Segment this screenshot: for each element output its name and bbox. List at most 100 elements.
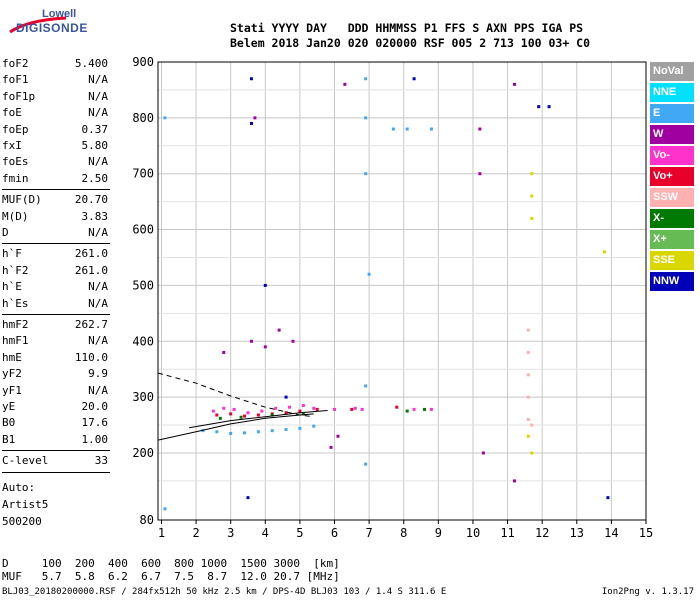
header-table: Stati YYYY DAY DDD HHMMSS P1 FFS S AXN P… <box>230 21 597 51</box>
x-tick-label: 5 <box>296 526 303 540</box>
data-point <box>412 77 416 81</box>
param-row: hmF2 262.7 <box>2 318 108 334</box>
param-value: N/A <box>88 89 108 103</box>
x-tick-label: 1 <box>158 526 165 540</box>
data-point <box>526 417 530 421</box>
data-point <box>537 105 541 109</box>
param-name: foF2 <box>2 57 29 70</box>
muf-row: MUF 5.7 5.8 6.2 6.7 7.5 8.7 12.0 20.7 [M… <box>2 570 340 583</box>
param-value: 261.0 <box>74 247 108 261</box>
data-point <box>478 172 482 176</box>
param-name: fxI <box>2 139 22 152</box>
param-name: hmF2 <box>2 318 29 331</box>
y-tick-label: 500 <box>132 278 154 292</box>
data-point <box>274 406 278 410</box>
param-name: foEs <box>2 155 29 169</box>
data-point <box>353 406 357 410</box>
param-row: h`Es N/A <box>2 297 108 313</box>
param-value: 17.6 <box>81 416 109 430</box>
param-value: 0.37 <box>81 122 109 136</box>
param-separator <box>2 471 110 473</box>
param-name: h`F2 <box>2 263 29 277</box>
param-name: MUF(D) <box>2 193 42 207</box>
param-value: N/A <box>88 106 108 120</box>
data-point <box>253 116 257 120</box>
legend-item-sse: SSE <box>650 251 694 270</box>
data-point <box>232 407 236 411</box>
param-row: B1 1.00 <box>2 433 108 449</box>
data-point <box>284 395 288 399</box>
auto-version: 500200 <box>2 515 42 528</box>
param-name: fmin <box>2 171 29 185</box>
fitted-profile-curve <box>157 372 314 418</box>
param-row: C-level 33 <box>2 454 108 470</box>
param-value: 20.0 <box>81 400 109 413</box>
legend-item-x-: X+ <box>650 230 694 249</box>
data-point <box>336 434 340 438</box>
digisonde-logo: Lowell DIGISONDE <box>4 8 92 38</box>
param-row: foEs N/A <box>2 155 108 171</box>
param-name: yF2 <box>2 367 22 381</box>
param-separator <box>2 450 110 452</box>
param-name: M(D) <box>2 209 29 223</box>
data-point <box>350 407 354 411</box>
data-point <box>218 416 222 420</box>
param-value: 33 <box>94 454 108 468</box>
data-point <box>364 384 368 388</box>
param-name: foE <box>2 106 22 120</box>
data-point <box>291 339 295 343</box>
data-point <box>364 116 368 120</box>
param-name: B1 <box>2 432 16 446</box>
param-row: hmF1 N/A <box>2 334 108 350</box>
param-row: foEp 0.37 <box>2 123 108 139</box>
param-name: hmE <box>2 350 22 364</box>
param-name: D <box>2 226 9 239</box>
data-point <box>481 451 485 455</box>
x-tick-label: 13 <box>570 526 584 540</box>
y-tick-label: 800 <box>132 111 154 125</box>
x-tick-label: 11 <box>500 526 514 540</box>
param-value: 261.0 <box>74 263 108 277</box>
legend-item-nne: NNE <box>650 83 694 102</box>
x-tick-label: 2 <box>192 526 199 540</box>
data-point <box>329 445 333 449</box>
data-point <box>315 407 319 411</box>
x-tick-label: 4 <box>262 526 269 540</box>
data-point <box>260 409 264 413</box>
param-value: 110.0 <box>74 350 108 364</box>
data-point <box>222 350 226 354</box>
data-point <box>526 350 530 354</box>
param-row: h`F 261.0 <box>2 247 108 263</box>
legend-item-x-: X- <box>650 209 694 228</box>
data-point <box>249 77 253 81</box>
data-point <box>512 479 516 483</box>
y-tick-label: 700 <box>132 167 154 181</box>
param-row: foF2 5.400 <box>2 57 108 73</box>
data-point <box>284 411 288 415</box>
y-tick-label: 600 <box>132 223 154 237</box>
data-point <box>478 127 482 131</box>
data-point <box>249 121 253 125</box>
param-row: foE N/A <box>2 106 108 122</box>
x-tick-label: 14 <box>604 526 618 540</box>
data-point <box>246 496 250 500</box>
data-point <box>530 451 534 455</box>
data-point <box>284 428 288 432</box>
x-tick-label: 6 <box>331 526 338 540</box>
data-point <box>360 407 364 411</box>
legend: NoVal NNE E W Vo- Vo+ SSW X- X+ SSE NNW <box>650 62 694 293</box>
param-row: yE 20.0 <box>2 400 108 416</box>
param-name: yE <box>2 400 16 413</box>
legend-item-nnw: NNW <box>650 272 694 291</box>
file-info: BLJ03_20180200000.RSF / 284fx512h 50 kHz… <box>2 587 447 597</box>
data-point <box>395 405 399 409</box>
data-point <box>530 194 534 198</box>
legend-item-vo-: Vo- <box>650 146 694 165</box>
param-name: h`E <box>2 280 22 294</box>
data-point <box>530 172 534 176</box>
data-point <box>422 407 426 411</box>
legend-item-ssw: SSW <box>650 188 694 207</box>
param-separator <box>2 314 110 315</box>
data-point <box>239 415 243 419</box>
